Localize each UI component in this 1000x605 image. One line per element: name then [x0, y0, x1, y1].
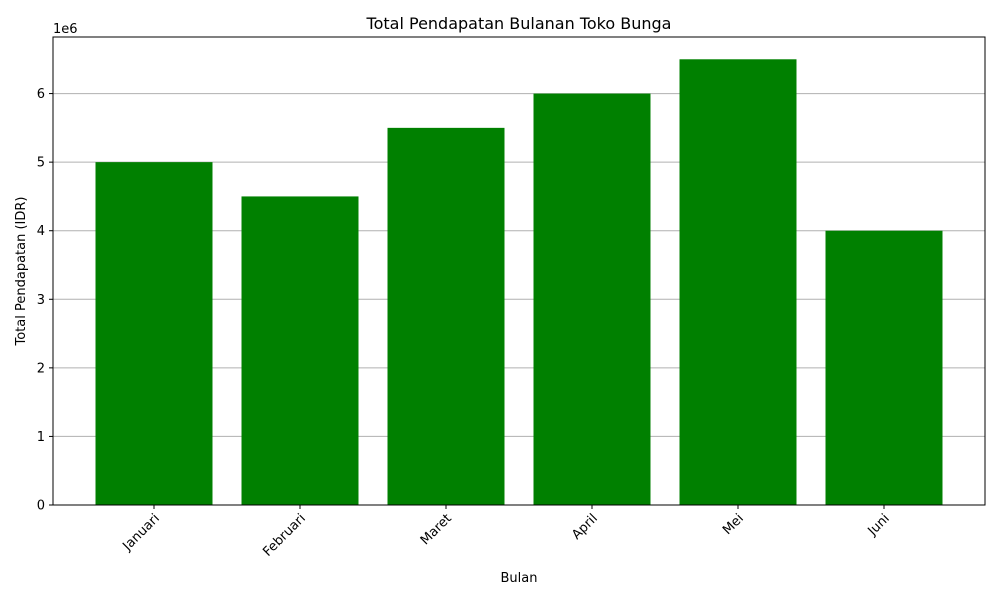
y-tick-label: 4 — [37, 224, 45, 239]
y-tick-label: 6 — [37, 87, 45, 102]
y-offset-label: 1e6 — [53, 22, 78, 37]
y-tick-label: 2 — [37, 361, 45, 376]
x-tick-label-januari: Januari — [120, 511, 163, 554]
x-axis-label: Bulan — [501, 571, 538, 586]
y-axis-label: Total Pendapatan (IDR) — [14, 197, 29, 347]
x-tick-label-april: April — [569, 511, 601, 543]
y-tick-label: 0 — [37, 499, 45, 514]
plot-frame — [52, 36, 986, 506]
x-tick-label-juni: Juni — [865, 511, 893, 539]
y-tick-label: 1 — [37, 430, 45, 445]
x-tick-label-mei: Mei — [720, 511, 747, 538]
bar-juni — [825, 230, 943, 505]
y-tick-label: 5 — [37, 156, 45, 171]
bars — [95, 59, 943, 506]
bar-februari — [241, 196, 359, 505]
y-tick-label: 3 — [37, 293, 45, 308]
x-tick-label-februari: Februari — [260, 511, 308, 559]
chart-title: Total Pendapatan Bulanan Toko Bunga — [366, 14, 672, 33]
bar-januari — [95, 162, 213, 505]
bar-maret — [387, 127, 505, 505]
bar-mei — [679, 59, 797, 506]
bar-april — [533, 93, 651, 506]
x-tick-label-maret: Maret — [418, 511, 455, 548]
